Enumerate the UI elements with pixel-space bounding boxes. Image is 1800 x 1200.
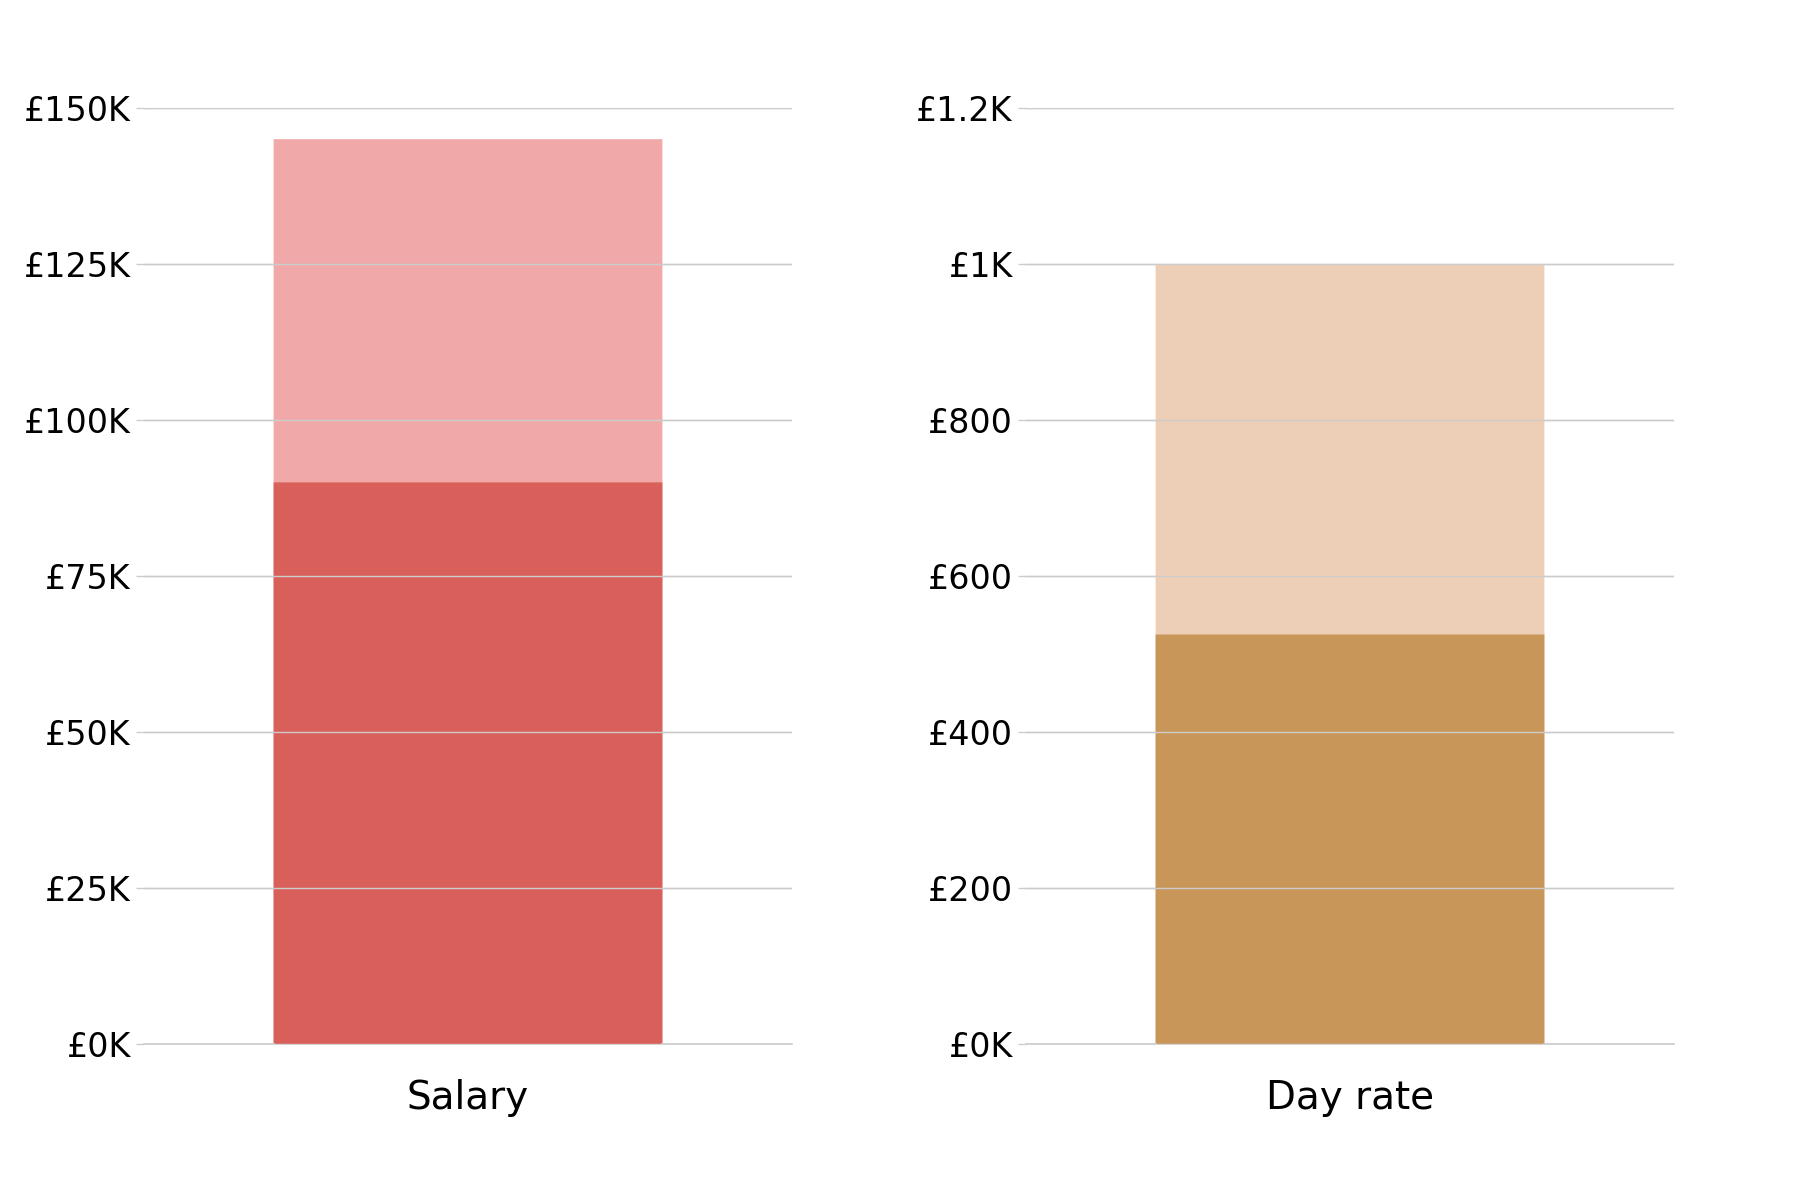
FancyBboxPatch shape: [1156, 635, 1544, 1044]
FancyBboxPatch shape: [275, 1007, 661, 1044]
FancyBboxPatch shape: [1157, 1007, 1543, 1044]
FancyBboxPatch shape: [1157, 1007, 1543, 1044]
FancyBboxPatch shape: [1156, 264, 1544, 1044]
X-axis label: Salary: Salary: [407, 1079, 529, 1117]
FancyBboxPatch shape: [274, 482, 662, 1044]
X-axis label: Day rate: Day rate: [1265, 1079, 1435, 1117]
FancyBboxPatch shape: [275, 1007, 661, 1044]
FancyBboxPatch shape: [274, 139, 662, 1044]
